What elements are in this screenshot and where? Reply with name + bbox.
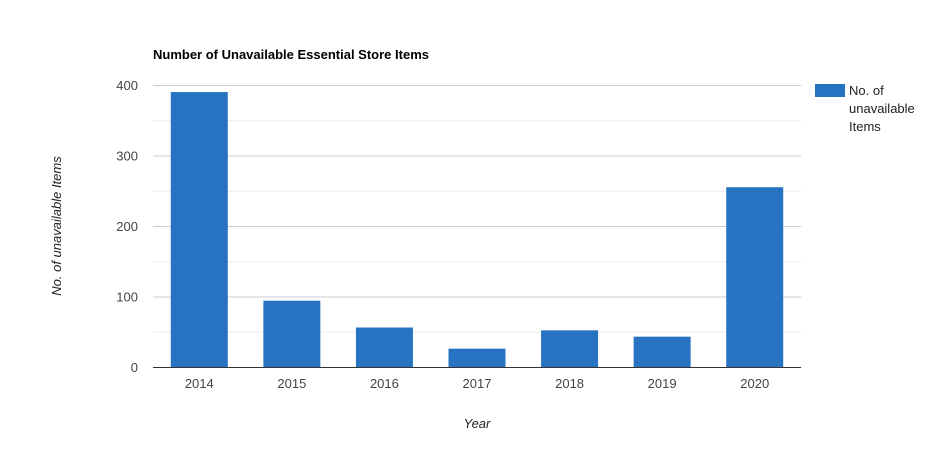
legend-label-line: Items: [849, 119, 881, 134]
bar-2019[interactable]: [633, 336, 691, 367]
y-axis-ticks: 0 100 200 300 400: [116, 78, 138, 375]
x-tick-label: 2016: [370, 376, 399, 391]
bar-2015[interactable]: [263, 300, 321, 367]
y-tick-label: 0: [131, 360, 138, 375]
legend: No. of unavailable Items: [815, 83, 915, 134]
legend-swatch: [815, 84, 845, 97]
bar-2016[interactable]: [355, 327, 413, 367]
x-tick-label: 2014: [185, 376, 214, 391]
x-tick-label: 2019: [648, 376, 677, 391]
y-tick-label: 400: [116, 78, 138, 93]
y-tick-label: 200: [116, 219, 138, 234]
x-axis-ticks: 2014 2015 2016 2017 2018 2019 2020: [185, 376, 769, 391]
x-axis-title: Year: [464, 416, 491, 431]
x-tick-label: 2020: [740, 376, 769, 391]
bar-2020[interactable]: [726, 187, 784, 367]
y-axis-title: No. of unavailable Items: [49, 156, 64, 296]
y-tick-label: 100: [116, 290, 138, 305]
bar-2017[interactable]: [448, 348, 506, 367]
gridlines: [153, 85, 801, 333]
x-tick-label: 2018: [555, 376, 584, 391]
bar-2014[interactable]: [170, 92, 228, 368]
legend-label-line: unavailable: [849, 101, 915, 116]
legend-label: No. of unavailable Items: [849, 83, 915, 134]
x-tick-label: 2017: [463, 376, 492, 391]
y-tick-label: 300: [116, 149, 138, 164]
bar-2018[interactable]: [541, 330, 599, 367]
legend-label-line: No. of: [849, 83, 884, 98]
x-tick-label: 2015: [277, 376, 306, 391]
chart-title: Number of Unavailable Essential Store It…: [153, 47, 429, 62]
bars: [170, 92, 784, 368]
